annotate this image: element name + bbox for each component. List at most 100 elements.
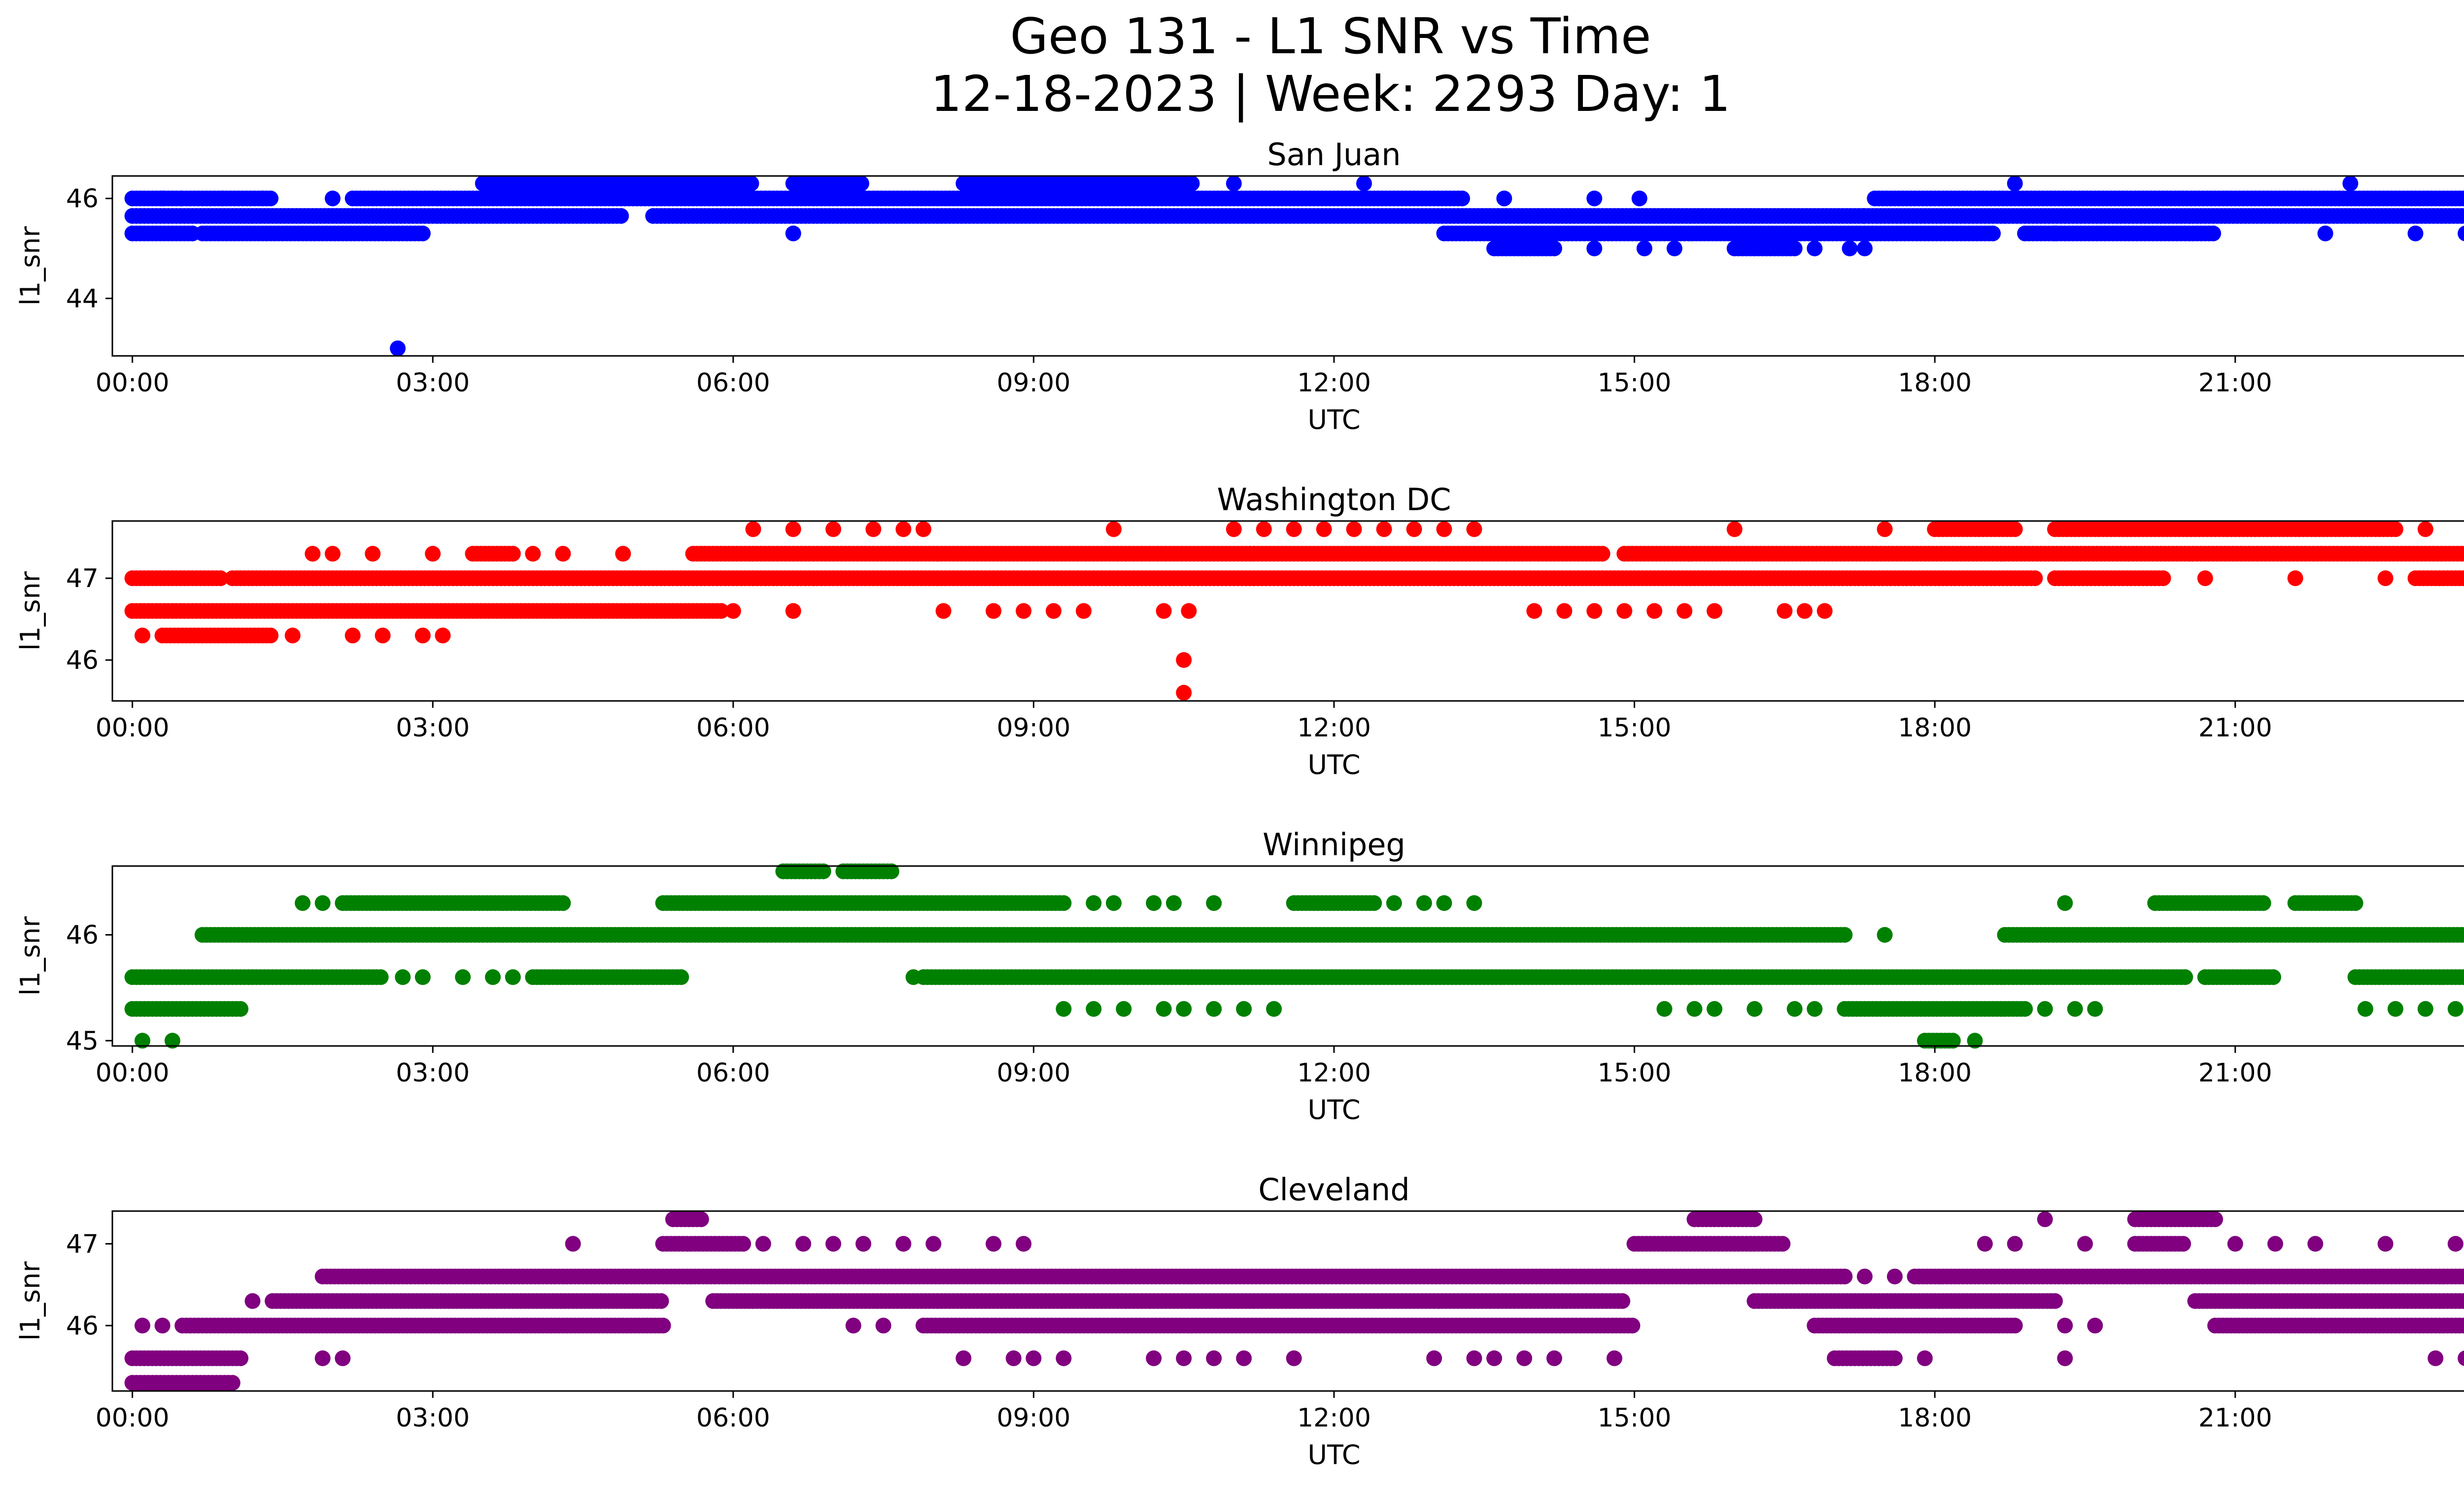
scatter-point [1631, 190, 1647, 207]
scatter-point [2037, 1001, 2053, 1017]
scatter-point [455, 969, 471, 985]
scatter-point [1366, 895, 1382, 911]
scatter-point [1466, 521, 1482, 537]
scatter-point [2067, 1001, 2083, 1017]
scatter-point [1156, 603, 1172, 619]
scatter-point [1181, 603, 1197, 619]
scatter-point [1837, 927, 1853, 943]
scatter-point [2205, 225, 2222, 242]
scatter-point [2417, 521, 2433, 537]
scatter-point [1356, 175, 1372, 192]
scatter-point [414, 627, 431, 644]
scatter-point [713, 603, 729, 619]
scatter-point [1386, 895, 1402, 911]
scatter-point [1256, 521, 1272, 537]
y-tick-label: 46 [66, 184, 99, 214]
x-axis-label: UTC [1307, 404, 1360, 435]
scatter-point [1046, 603, 1061, 619]
scatter-point [785, 225, 801, 242]
scatter-point [365, 546, 381, 562]
scatter-point [2317, 225, 2333, 242]
scatter-series [124, 863, 2464, 1049]
scatter-point [135, 627, 150, 644]
y-axis-label: l1_snr [15, 916, 46, 996]
scatter-point [1807, 241, 1823, 256]
scatter-point [1436, 521, 1452, 537]
scatter-series [124, 521, 2464, 701]
scatter-point [2387, 1001, 2403, 1017]
scatter-point [1775, 1236, 1791, 1252]
scatter-point [2357, 1001, 2373, 1017]
x-tick-label: 00:00 [96, 368, 170, 398]
y-tick-label: 46 [66, 921, 99, 950]
x-tick-label: 03:00 [396, 713, 470, 743]
x-tick-label: 21:00 [2198, 1058, 2272, 1088]
scatter-point [1636, 241, 1652, 256]
y-axis-label: l1_snr [15, 226, 46, 306]
scatter-point [2407, 225, 2424, 242]
scatter-point [1226, 521, 1242, 537]
scatter-point [895, 521, 912, 537]
scatter-point [1106, 521, 1122, 537]
scatter-point [815, 863, 831, 879]
scatter-point [1416, 895, 1432, 911]
scatter-point [673, 969, 689, 985]
scatter-point [1666, 241, 1682, 256]
scatter-point [2007, 521, 2023, 537]
scatter-point [2460, 191, 2464, 206]
scatter-point [2207, 1211, 2224, 1227]
scatter-point [1616, 603, 1633, 619]
scatter-point [905, 969, 922, 985]
scatter-point [1816, 603, 1833, 619]
scatter-point [2342, 175, 2359, 192]
x-tick-label: 21:00 [2198, 368, 2272, 398]
scatter-point [1176, 685, 1192, 701]
x-tick-label: 09:00 [996, 368, 1070, 398]
scatter-point [1856, 241, 1873, 256]
scatter-point [1206, 895, 1222, 911]
scatter-point [2458, 208, 2464, 224]
scatter-point [263, 627, 279, 644]
x-tick-label: 00:00 [96, 713, 170, 743]
scatter-point [1226, 175, 1242, 192]
scatter-point [693, 1211, 709, 1227]
scatter-point [1526, 603, 1542, 619]
scatter-point [1076, 603, 1092, 619]
scatter-point [1056, 1001, 1072, 1017]
scatter-point [1594, 546, 1610, 562]
scatter-point [1985, 225, 2001, 242]
x-tick-label: 15:00 [1598, 1058, 1672, 1088]
scatter-point [1165, 895, 1182, 911]
scatter-point [555, 546, 571, 562]
scatter-point [314, 895, 331, 911]
scatter-point [2007, 175, 2023, 192]
scatter-point [1236, 1001, 1252, 1017]
scatter-point [2460, 571, 2464, 586]
scatter-point [2027, 570, 2043, 587]
scatter-point [2462, 210, 2464, 222]
scatter-point [212, 570, 229, 587]
scatter-point [785, 603, 801, 619]
scatter-point [1466, 895, 1482, 911]
scatter-point [1656, 1001, 1673, 1017]
scatter-point [825, 521, 841, 537]
scatter-point [1786, 1001, 1803, 1017]
scatter-point [214, 190, 231, 207]
figure-title: Geo 131 - L1 SNR vs Time [1010, 7, 1651, 65]
scatter-point [1797, 603, 1813, 619]
scatter-point [1156, 1001, 1172, 1017]
scatter-point [505, 546, 521, 562]
scatter-point [1546, 241, 1562, 256]
scatter-point [1586, 190, 1603, 207]
scatter-point [853, 175, 869, 192]
scatter-point [1746, 1211, 1763, 1227]
scatter-point [1346, 521, 1362, 537]
scatter-point [1726, 521, 1743, 537]
scatter-point [865, 521, 882, 537]
scatter-point [555, 895, 571, 911]
x-tick-label: 06:00 [696, 713, 770, 743]
scatter-point [373, 969, 389, 985]
scatter-point [390, 340, 406, 356]
